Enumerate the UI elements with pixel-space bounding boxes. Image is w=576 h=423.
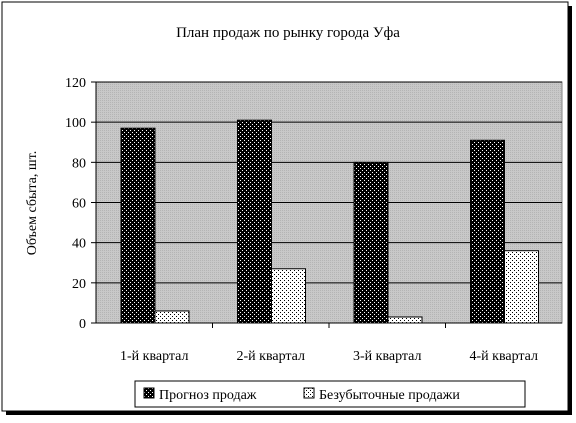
x-tick-label: 4-й квартал <box>469 349 538 364</box>
chart-title: План продаж по рынку города Уфа <box>176 25 400 41</box>
y-tick-label: 40 <box>72 237 86 252</box>
legend-box <box>134 380 526 408</box>
bar-breakeven <box>154 310 190 324</box>
bar-forecast <box>353 161 389 324</box>
legend: Прогноз продаж Безубыточные продажи <box>134 380 526 408</box>
bar-breakeven <box>271 268 306 324</box>
y-axis-label: Объем сбыта, шт. <box>25 151 40 255</box>
x-tick-label: 1-й квартал <box>120 349 189 364</box>
y-tick-label: 60 <box>72 197 86 212</box>
legend-label-breakeven: Безубыточные продажи <box>319 388 460 403</box>
bars <box>120 119 539 324</box>
y-tick-label: 120 <box>65 76 86 91</box>
y-tick-label: 20 <box>72 277 86 292</box>
bar-forecast <box>120 127 156 324</box>
y-tick-label: 100 <box>65 116 86 131</box>
y-tick-label: 0 <box>79 317 86 332</box>
bar-breakeven <box>504 250 539 324</box>
legend-swatch-breakeven <box>303 387 315 399</box>
y-tick-label: 80 <box>72 156 86 171</box>
x-tick-label: 3-й квартал <box>353 349 422 364</box>
bar-forecast <box>237 119 272 324</box>
x-axis-ticks: 1-й квартал 2-й квартал 3-й квартал 4-й ква… <box>120 323 538 364</box>
legend-swatch-forecast <box>143 387 155 399</box>
x-tick-label: 2-й квартал <box>236 349 305 364</box>
bar-forecast <box>470 139 505 324</box>
bar-breakeven <box>387 316 423 324</box>
legend-label-forecast: Прогноз продаж <box>159 388 257 403</box>
